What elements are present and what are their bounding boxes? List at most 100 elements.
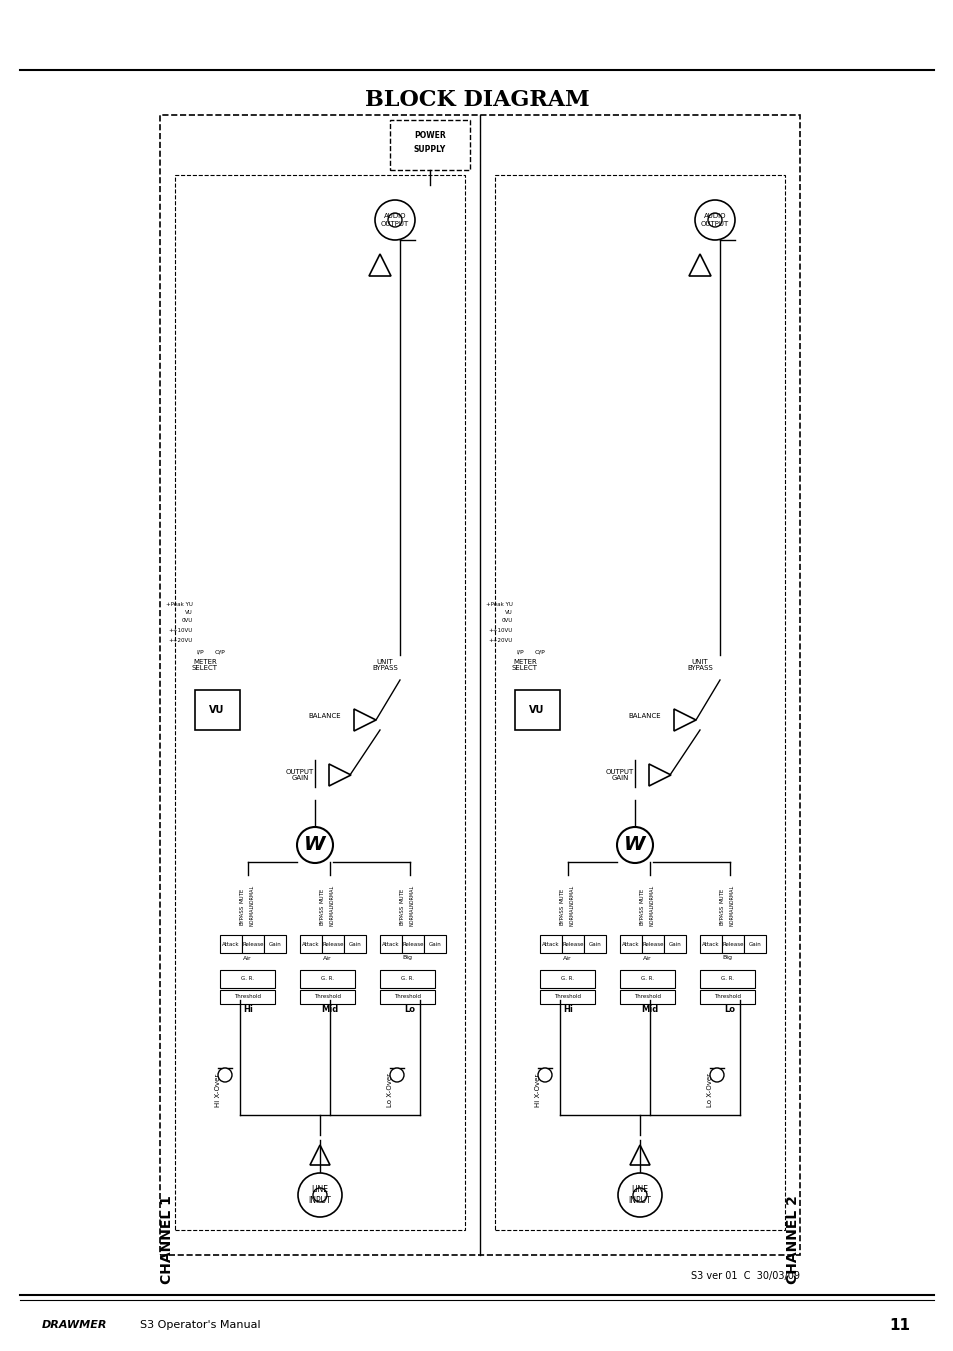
Bar (379, 990, 435, 1004)
Text: 0VU: 0VU (182, 617, 193, 623)
Bar (299, 990, 355, 1004)
Text: ++10VU: ++10VU (169, 627, 193, 632)
Bar (401, 935, 423, 952)
Text: MUTE: MUTE (720, 888, 724, 902)
Text: LINE
INPUT: LINE INPUT (628, 1185, 651, 1205)
Text: NORMAL: NORMAL (729, 885, 734, 905)
Text: Gain: Gain (348, 942, 361, 947)
Bar (619, 935, 641, 952)
Text: G. R.: G. R. (640, 977, 654, 981)
Text: METER
SELECT: METER SELECT (192, 658, 218, 671)
Text: NORMAL: NORMAL (649, 885, 655, 905)
Text: Threshold: Threshold (634, 994, 660, 1000)
Text: Threshold: Threshold (314, 994, 340, 1000)
Bar (539, 935, 561, 952)
Text: Attack: Attack (621, 942, 639, 947)
Bar (220, 990, 274, 1004)
Bar (539, 990, 595, 1004)
Bar (242, 935, 264, 952)
Text: G. R.: G. R. (560, 977, 574, 981)
Text: DRAWMER: DRAWMER (42, 1320, 108, 1329)
Bar (663, 935, 685, 952)
Text: +Peak YU: +Peak YU (486, 603, 513, 608)
Text: G. R.: G. R. (241, 977, 253, 981)
Text: Gain: Gain (428, 942, 441, 947)
Text: NORMAL: NORMAL (330, 885, 335, 905)
Text: ++10VU: ++10VU (488, 627, 513, 632)
Text: NORMAL: NORMAL (569, 904, 575, 925)
Text: BLOCK DIAGRAM: BLOCK DIAGRAM (364, 89, 589, 111)
Text: CHANNEL 1: CHANNEL 1 (160, 1196, 173, 1285)
Text: Release: Release (242, 942, 263, 947)
Text: G. R.: G. R. (320, 977, 334, 981)
Text: UNIT
BYPASS: UNIT BYPASS (686, 658, 712, 671)
Text: Attack: Attack (222, 942, 239, 947)
Text: METER
SELECT: METER SELECT (512, 658, 537, 671)
Text: Gain: Gain (668, 942, 680, 947)
Text: I/P: I/P (196, 650, 204, 654)
Text: Mid: Mid (321, 1005, 338, 1015)
Text: Release: Release (322, 942, 343, 947)
Text: MUTE: MUTE (639, 888, 644, 902)
Text: MUTE: MUTE (559, 888, 564, 902)
Circle shape (707, 213, 721, 227)
Bar (495, 176, 784, 1229)
Text: MUTE: MUTE (240, 888, 245, 902)
Text: NORMAL: NORMAL (410, 904, 415, 925)
Circle shape (709, 1069, 723, 1082)
Bar (379, 970, 435, 988)
Bar (344, 935, 366, 952)
Bar (515, 690, 559, 730)
Text: NORMAL: NORMAL (330, 904, 335, 925)
Text: I/P: I/P (516, 650, 523, 654)
Text: BYPASS: BYPASS (399, 905, 405, 925)
Circle shape (297, 1173, 341, 1217)
Text: NORMAL: NORMAL (250, 885, 254, 905)
Circle shape (390, 1069, 403, 1082)
Bar (194, 690, 240, 730)
Text: BYPASS: BYPASS (240, 905, 245, 925)
Text: LINE
INPUT: LINE INPUT (309, 1185, 331, 1205)
Circle shape (218, 1069, 232, 1082)
Text: VU: VU (209, 705, 225, 715)
Text: Attack: Attack (701, 942, 720, 947)
Text: Big: Big (721, 955, 732, 961)
Text: MUTE: MUTE (319, 888, 325, 902)
Text: Threshold: Threshold (394, 994, 420, 1000)
Bar (379, 935, 401, 952)
Bar (743, 935, 765, 952)
Text: NORMAL: NORMAL (250, 904, 254, 925)
Text: W: W (304, 835, 325, 854)
Text: Air: Air (323, 955, 332, 961)
Text: G. R.: G. R. (720, 977, 733, 981)
Text: Hi: Hi (562, 1005, 573, 1015)
Bar (721, 935, 743, 952)
Bar (220, 935, 242, 952)
Text: O/P: O/P (214, 650, 225, 654)
Text: ++20VU: ++20VU (169, 638, 193, 643)
Text: W: W (623, 835, 645, 854)
Text: Hi X-Over: Hi X-Over (535, 1074, 540, 1106)
Text: NORMAL: NORMAL (410, 885, 415, 905)
Text: O/P: O/P (534, 650, 545, 654)
Bar (700, 935, 721, 952)
Bar (641, 935, 663, 952)
Text: AUDIO
OUTPUT: AUDIO OUTPUT (380, 213, 409, 227)
Text: AUDIO
OUTPUT: AUDIO OUTPUT (700, 213, 728, 227)
Text: NORMAL: NORMAL (569, 885, 575, 905)
Text: ++20VU: ++20VU (488, 638, 513, 643)
Bar (322, 935, 344, 952)
Text: NORMAL: NORMAL (649, 904, 655, 925)
Text: 0VU: 0VU (501, 617, 513, 623)
Text: Release: Release (561, 942, 583, 947)
Bar (160, 115, 800, 1255)
Text: UNIT
BYPASS: UNIT BYPASS (372, 658, 397, 671)
Circle shape (537, 1069, 552, 1082)
Bar (390, 120, 470, 170)
Bar (700, 990, 754, 1004)
Text: G. R.: G. R. (400, 977, 414, 981)
Circle shape (313, 1188, 327, 1202)
Text: BALANCE: BALANCE (628, 713, 660, 719)
Bar (619, 990, 675, 1004)
Text: BYPASS: BYPASS (319, 905, 325, 925)
